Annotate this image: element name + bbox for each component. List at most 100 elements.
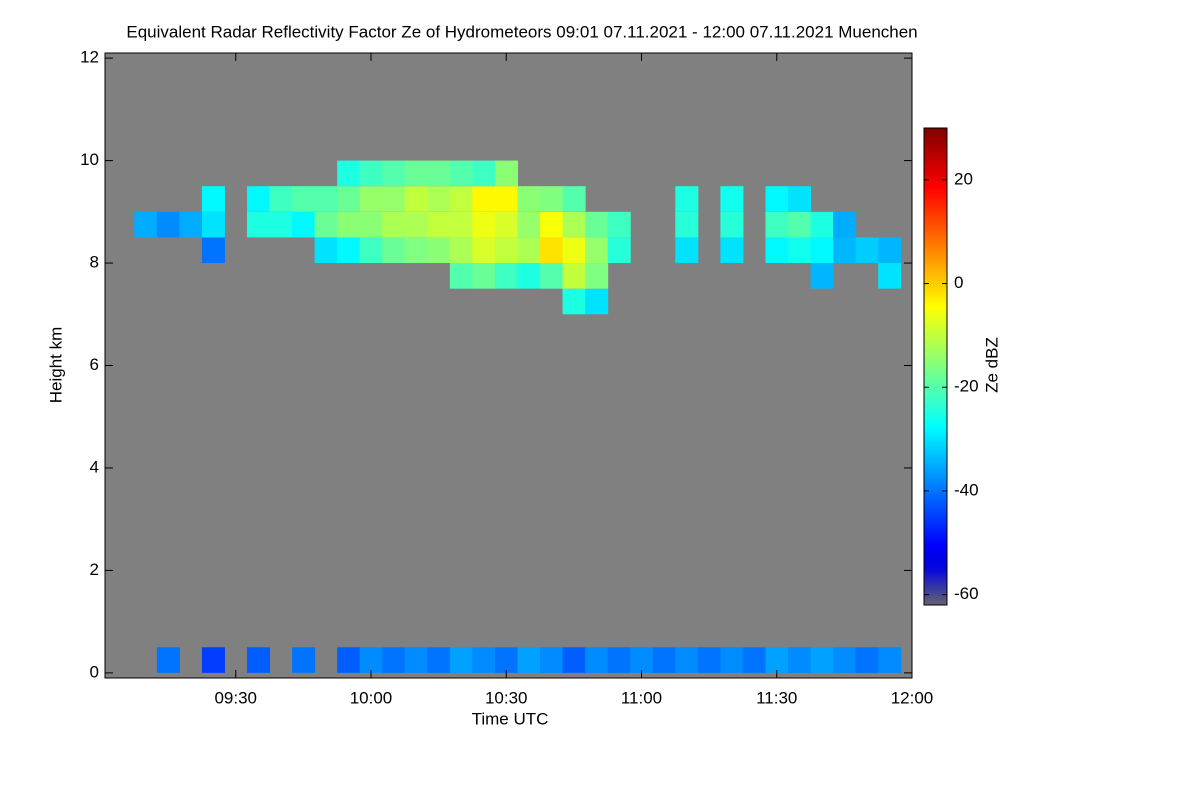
heat-cell bbox=[562, 263, 586, 289]
heat-cell bbox=[517, 186, 541, 212]
heat-cell bbox=[765, 237, 789, 264]
heat-cell bbox=[292, 211, 316, 238]
x-tick-label: 11:30 bbox=[756, 688, 797, 707]
heat-cell bbox=[675, 237, 699, 264]
heat-cell bbox=[765, 186, 789, 212]
heat-cell bbox=[540, 186, 564, 212]
heat-cell bbox=[427, 237, 451, 264]
heat-cell bbox=[810, 647, 834, 673]
heat-cell bbox=[788, 186, 812, 212]
heat-cell bbox=[855, 237, 879, 264]
heat-cell bbox=[472, 237, 496, 264]
heat-cell bbox=[810, 263, 834, 289]
x-tick-label: 12:00 bbox=[891, 688, 934, 707]
y-tick-label: 0 bbox=[90, 662, 99, 681]
heat-cell bbox=[427, 211, 451, 238]
y-tick-label: 4 bbox=[90, 457, 99, 476]
heat-cell bbox=[472, 263, 496, 289]
heat-cell bbox=[427, 647, 451, 673]
heat-cell bbox=[449, 211, 473, 238]
heat-cell bbox=[314, 237, 338, 264]
heat-cell bbox=[810, 237, 834, 264]
heat-cell bbox=[247, 186, 271, 212]
heat-cell bbox=[540, 647, 564, 673]
colorbar-label: Ze dBZ bbox=[982, 337, 1001, 393]
heat-cell bbox=[404, 160, 428, 187]
heat-cell bbox=[562, 211, 586, 238]
heat-cell bbox=[720, 186, 744, 212]
heat-cell bbox=[359, 237, 383, 264]
heat-cell bbox=[494, 160, 519, 187]
heat-cell bbox=[675, 186, 699, 212]
heat-cell bbox=[449, 647, 473, 673]
heat-cell bbox=[382, 160, 406, 187]
heat-cell bbox=[359, 160, 383, 187]
y-tick-label: 8 bbox=[90, 253, 99, 272]
heat-cell bbox=[404, 186, 428, 212]
heat-cell bbox=[359, 211, 383, 238]
heat-cell bbox=[201, 237, 225, 264]
heat-cell bbox=[517, 263, 541, 289]
heat-cell bbox=[585, 237, 609, 264]
heat-cell bbox=[314, 211, 338, 238]
heat-cell bbox=[585, 211, 609, 238]
heat-cell bbox=[359, 647, 383, 673]
heat-cell bbox=[404, 237, 428, 264]
heat-cell bbox=[314, 186, 338, 212]
heat-cell bbox=[382, 647, 406, 673]
heat-cell bbox=[607, 211, 631, 238]
heat-cell bbox=[765, 647, 789, 673]
x-tick-label: 11:00 bbox=[621, 688, 662, 707]
heat-cell bbox=[156, 211, 180, 238]
heat-cell bbox=[585, 647, 609, 673]
heat-cell bbox=[292, 647, 316, 673]
heat-cell bbox=[788, 647, 812, 673]
heat-cell bbox=[427, 186, 451, 212]
heat-cell bbox=[540, 211, 564, 238]
heat-cell bbox=[247, 211, 271, 238]
colorbar-tick-label: 20 bbox=[954, 169, 973, 188]
heat-cell bbox=[652, 647, 676, 673]
heat-cell bbox=[337, 237, 361, 264]
heat-cell bbox=[494, 211, 519, 238]
heat-cell bbox=[742, 647, 766, 673]
colorbar-tick-label: -20 bbox=[954, 377, 979, 396]
y-tick-label: 6 bbox=[90, 355, 99, 374]
heat-cell bbox=[833, 647, 857, 673]
heat-cell bbox=[630, 647, 654, 673]
heat-cell bbox=[833, 211, 857, 238]
heat-cell bbox=[833, 237, 857, 264]
heat-cell bbox=[517, 237, 541, 264]
heat-cell bbox=[494, 647, 519, 673]
heat-cell bbox=[472, 160, 496, 187]
heat-cell bbox=[382, 237, 406, 264]
heat-cell bbox=[517, 211, 541, 238]
heat-cell bbox=[562, 237, 586, 264]
y-tick-label: 2 bbox=[90, 560, 99, 579]
heat-cell bbox=[562, 288, 586, 315]
heat-cell bbox=[607, 237, 631, 264]
heat-cell bbox=[449, 186, 473, 212]
colorbar-tick-label: -40 bbox=[954, 480, 979, 499]
heat-cell bbox=[562, 647, 586, 673]
heat-cell bbox=[359, 186, 383, 212]
heat-cell bbox=[540, 263, 564, 289]
heat-cell bbox=[269, 186, 293, 212]
heat-cell bbox=[382, 211, 406, 238]
heat-cell bbox=[675, 647, 699, 673]
heat-cell bbox=[134, 211, 158, 238]
heat-cell bbox=[788, 237, 812, 264]
heat-cell bbox=[449, 237, 473, 264]
heat-cell bbox=[697, 647, 721, 673]
plot-background bbox=[105, 53, 912, 678]
x-axis-label: Time UTC bbox=[472, 709, 549, 728]
heat-cell bbox=[156, 647, 180, 673]
heat-cell bbox=[472, 186, 496, 212]
heat-cell bbox=[855, 647, 879, 673]
heat-cell bbox=[494, 186, 519, 212]
heat-cell bbox=[720, 237, 744, 264]
colorbar-tick-label: -60 bbox=[954, 584, 979, 603]
heat-cell bbox=[878, 237, 902, 264]
heat-cell bbox=[201, 211, 225, 238]
